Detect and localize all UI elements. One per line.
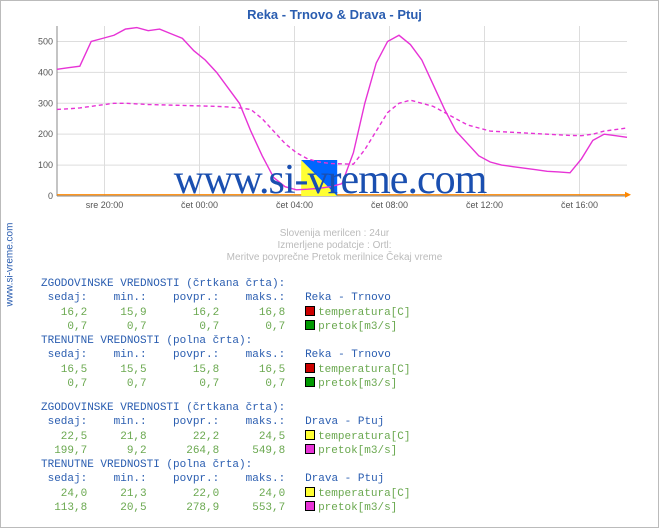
svg-text:300: 300 [38, 98, 53, 108]
sub1: Slovenija merilcen : 24ur [280, 228, 390, 239]
svg-text:čet 16:00: čet 16:00 [561, 200, 598, 210]
chart-svg: 0 100 200 300 400 500 sre 20:00 čet 00:00 čet 04… [25, 26, 635, 226]
svg-text:500: 500 [38, 36, 53, 46]
table-row: 0,7 0,7 0,7 0,7 pretok[m3/s] [41, 377, 650, 392]
sub2: Izmerljene podatcje : Ortl: [278, 240, 392, 251]
table-header: sedaj: min.: povpr.: maks.: Reka - Trnov… [41, 292, 650, 306]
table-header: sedaj: min.: povpr.: maks.: Drava - Ptuj [41, 473, 650, 487]
svg-text:200: 200 [38, 129, 53, 139]
site-link[interactable]: www.si-vreme.com [5, 222, 16, 306]
main-panel: Reka - Trnovo & Drava - Ptuj 0 100 200 300 4… [19, 1, 658, 527]
section-header: ZGODOVINSKE VREDNOSTI (črtkana črta): [41, 402, 650, 416]
table-row: 113,8 20,5 278,9 553,7 pretok[m3/s] [41, 501, 650, 516]
section-header: TRENUTNE VREDNOSTI (polna črta): [41, 335, 650, 349]
svg-text:čet 04:00: čet 04:00 [276, 200, 313, 210]
data-tables: ZGODOVINSKE VREDNOSTI (črtkana črta): se… [41, 278, 650, 516]
section-header: TRENUTNE VREDNOSTI (polna črta): [41, 459, 650, 473]
table-row: 24,0 21,3 22,0 24,0 temperatura[C] [41, 487, 650, 502]
sub3: Meritve povprečne Pretok merilnice Čekaj… [227, 252, 443, 263]
svg-text:0: 0 [48, 191, 53, 201]
svg-text:sre 20:00: sre 20:00 [86, 200, 124, 210]
site-link-vertical: www.si-vreme.com [1, 1, 19, 527]
svg-text:400: 400 [38, 67, 53, 77]
table-header: sedaj: min.: povpr.: maks.: Reka - Trnov… [41, 349, 650, 363]
table-row: 199,7 9,2 264,8 549,8 pretok[m3/s] [41, 444, 650, 459]
svg-text:100: 100 [38, 160, 53, 170]
chart-subcaption: Slovenija merilcen : 24ur Izmerljene pod… [19, 228, 650, 264]
table-row: 0,7 0,7 0,7 0,7 pretok[m3/s] [41, 320, 650, 335]
section-header: ZGODOVINSKE VREDNOSTI (črtkana črta): [41, 278, 650, 292]
table-row: 22,5 21,8 22,2 24,5 temperatura[C] [41, 430, 650, 445]
table-row: 16,2 15,9 16,2 16,8 temperatura[C] [41, 306, 650, 321]
table-row: 16,5 15,5 15,8 16,5 temperatura[C] [41, 363, 650, 378]
table-header: sedaj: min.: povpr.: maks.: Drava - Ptuj [41, 416, 650, 430]
svg-text:čet 08:00: čet 08:00 [371, 200, 408, 210]
chart: 0 100 200 300 400 500 sre 20:00 čet 00:00 čet 04… [25, 26, 635, 226]
chart-title: Reka - Trnovo & Drava - Ptuj [19, 7, 650, 22]
svg-text:čet 12:00: čet 12:00 [466, 200, 503, 210]
svg-text:čet 00:00: čet 00:00 [181, 200, 218, 210]
app-frame: www.si-vreme.com Reka - Trnovo & Drava -… [0, 0, 659, 528]
